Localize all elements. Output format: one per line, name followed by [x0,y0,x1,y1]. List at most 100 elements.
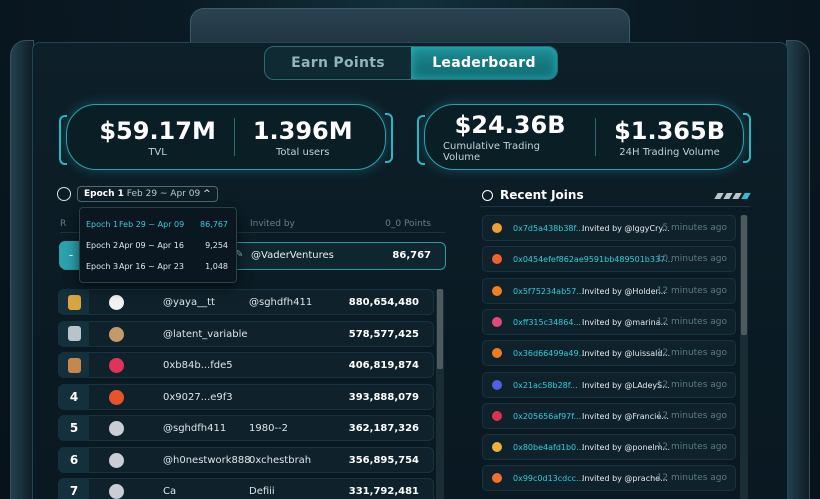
leaderboard-row: @latent_variable 578,577,425 [58,320,434,347]
user-name: 0x9027...e9f3 [163,391,233,403]
tab-earn-points[interactable]: Earn Points [291,55,385,71]
wallet-address[interactable]: 0x0454efef862ae9591bb489501b337... [513,255,673,265]
rank-cell: 7 [59,478,89,499]
user-name: 0xb84b...fde5 [163,360,233,371]
laurel-icon [57,187,71,201]
avatar [109,421,124,436]
epoch-selector-row: Epoch 1 Feb 29 ~ Apr 09 ^ [57,186,218,202]
token-icon [492,348,502,359]
invited-by: 1980--2 [249,423,289,434]
invited-by: Invited by @Holder... [582,286,666,296]
avatar [109,326,124,342]
edit-icon[interactable]: ✎ [235,249,244,260]
total-users-label: Total users [275,146,330,158]
join-time: 12 minutes ago [656,410,727,421]
points: 406,819,874 [348,360,419,371]
points: 880,654,480 [348,297,419,308]
avatar [109,484,124,499]
leaderboard-row: 4 0x9027...e9f3 393,888,079 [58,383,434,410]
rank-cell [59,352,89,378]
wallet-address[interactable]: 0x205656af97f... [513,411,582,421]
recent-join-item[interactable]: 0x21ac58b28f... Invited by @LAdeyS... 12 m… [482,371,736,398]
invited-by: Invited by @lggyCry... [582,224,670,233]
join-time: 12 minutes ago [656,348,727,359]
avatar [109,295,124,310]
leaderboard-row: 5 @sghdfh411 1980--2 362,187,326 [58,415,434,441]
wallet-address[interactable]: 0x5f75234ab57... [513,286,584,296]
history-icon [482,189,493,201]
recent-join-item[interactable]: 0x36d66499a49... Invited by @luissald... 1… [482,340,736,367]
wallet-address[interactable]: 0x36d66499a49... [513,349,587,359]
join-time: 10 minutes ago [656,254,727,265]
col-invited-by: Invited by [250,219,295,229]
avatar [109,452,124,468]
points: 331,792,481 [348,486,419,497]
token-icon [492,410,502,421]
wallet-address[interactable]: 0x99c0d13cdcc... [513,474,584,484]
leaderboard-row: 7 Ca Defiii 331,792,481 [58,478,434,499]
invited-by: Invited by @ponelm... [582,443,671,453]
tab-leaderboard[interactable]: Leaderboard [411,47,557,79]
join-time: 12 minutes ago [656,442,727,453]
my-invited-by: @VaderVentures [251,250,334,261]
recent-joins-header: Recent Joins [482,188,584,202]
wallet-address[interactable]: 0x80be4afd1b0... [513,443,584,453]
invited-by: Invited by @marina... [582,317,669,327]
cumulative-volume-value: $24.36B [454,111,566,139]
recent-join-item[interactable]: 0x0454efef862ae9591bb489501b337... 10 min… [482,246,736,273]
wallet-address[interactable]: 0x7d5a438b38f... [513,224,584,233]
epoch-dropdown: Epoch 1 Feb 29 ~ Apr 09 86,767 Epoch 2 Apr … [79,207,237,283]
wallet-address[interactable]: 0xff315c34864... [513,317,582,327]
tvl-value: $59.17M [99,116,216,145]
invited-by: Invited by @LAdeyS... [582,380,670,390]
points: 362,187,326 [348,423,419,434]
recent-join-item[interactable]: 0x7d5a438b38f... Invited by @lggyCry... 5 … [482,215,736,241]
points: 356,895,754 [348,454,419,466]
24h-volume-value: $1.365B [614,116,725,145]
join-time: 12 minutes ago [656,379,727,390]
token-icon [492,316,502,327]
invited-by: Invited by @luissald... [582,349,671,359]
user-name: @sghdfh411 [163,423,227,434]
points: 393,888,079 [348,391,419,403]
recent-joins-scrollbar[interactable] [740,215,748,499]
total-users-value: 1.396M [252,116,353,145]
stats-card-left: $59.17M TVL 1.396M Total users [59,104,393,170]
leaderboard-row: @yaya__tt @sghdfh411 880,654,480 [58,289,434,315]
recent-joins-title: Recent Joins [500,188,584,202]
rank-cell: 6 [59,446,89,473]
chevron-up-icon: ^ [203,189,211,199]
epoch-option-2[interactable]: Epoch 2 Apr 09 ~ Apr 16 9,254 [86,241,228,250]
cumulative-volume-label: Cumulative Trading Volume [443,141,540,163]
24h-volume-label: 24H Trading Volume [619,146,720,158]
leaderboard-scrollbar[interactable] [436,289,444,499]
epoch-select[interactable]: Epoch 1 Feb 29 ~ Apr 09 ^ [77,186,218,202]
col-rank: R [60,219,67,229]
silver-medal-icon [67,326,81,341]
wallet-address[interactable]: 0x21ac58b28f... [513,380,578,390]
recent-join-item[interactable]: 0x205656af97f... Invited by @Francie... 12… [482,402,736,429]
token-icon [492,379,502,390]
invited-by: Invited by @prache... [582,474,668,484]
recent-join-item[interactable]: 0xff315c34864... Invited by @marina... 12 … [482,308,736,335]
token-icon [492,442,502,453]
leaderboard-row: 6 @h0nestwork888 0xchestbrah 356,895,754 [58,446,434,473]
leaderboard-header: R Invited by 0_0 Points [60,216,445,232]
token-icon [492,285,502,296]
frame-right-pillar [786,40,810,499]
epoch-option-3[interactable]: Epoch 3 Apr 16 ~ Apr 23 1,048 [86,262,228,271]
invited-by: 0xchestbrah [249,454,312,466]
rank-cell [59,320,89,347]
recent-join-item[interactable]: 0x5f75234ab57... Invited by @Holder... 12 … [482,277,736,304]
epoch-option-1[interactable]: Epoch 1 Feb 29 ~ Apr 09 86,767 [86,220,228,229]
recent-join-item[interactable]: 0x99c0d13cdcc... Invited by @prache... 12 … [482,465,736,492]
my-points: 86,767 [392,250,431,261]
recent-join-item[interactable]: 0x80be4afd1b0... Invited by @ponelm... 12 … [482,434,736,461]
join-time: 12 minutes ago [656,316,727,327]
join-time: 5 minutes ago [662,223,727,233]
avatar [109,358,124,373]
col-points: 0_0 Points [385,219,431,229]
user-name: @latent_variable [163,328,248,340]
gold-medal-icon [67,294,81,310]
